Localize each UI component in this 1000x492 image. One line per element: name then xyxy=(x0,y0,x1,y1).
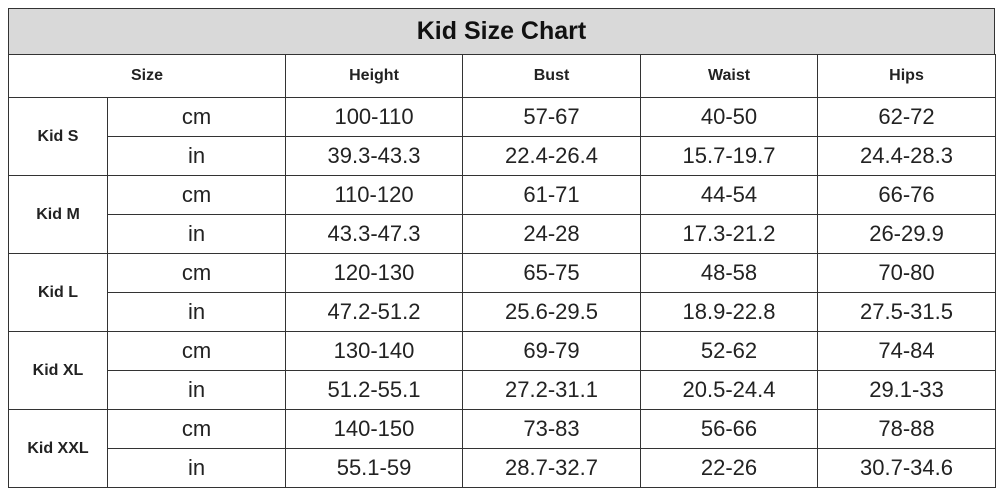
size-chart: Kid Size Chart Size Height Bust Waist Hips Ki… xyxy=(7,8,997,488)
value-cell: 27.2-31.1 xyxy=(462,370,642,410)
unit-cell: in xyxy=(106,370,287,410)
value-cell: 55.1-59 xyxy=(285,448,464,488)
value-cell: 22-26 xyxy=(640,448,819,488)
size-label: Kid L xyxy=(8,253,108,332)
value-cell: 74-84 xyxy=(817,331,997,371)
value-cell: 78-88 xyxy=(817,409,997,449)
unit-cell: cm xyxy=(106,97,287,137)
size-label: Kid M xyxy=(8,175,108,254)
value-cell: 52-62 xyxy=(640,331,819,371)
value-cell: 47.2-51.2 xyxy=(285,292,464,332)
unit-cell: in xyxy=(106,292,287,332)
value-cell: 25.6-29.5 xyxy=(462,292,642,332)
value-cell: 56-66 xyxy=(640,409,819,449)
value-cell: 62-72 xyxy=(817,97,997,137)
size-label: Kid XL xyxy=(8,331,108,410)
unit-cell: in xyxy=(106,214,287,254)
value-cell: 28.7-32.7 xyxy=(462,448,642,488)
value-cell: 30.7-34.6 xyxy=(817,448,997,488)
value-cell: 73-83 xyxy=(462,409,642,449)
header-cell: Height xyxy=(285,54,464,98)
value-cell: 140-150 xyxy=(285,409,464,449)
value-cell: 43.3-47.3 xyxy=(285,214,464,254)
data-row: in 51.2-55.1 27.2-31.1 20.5-24.4 29.1-33 xyxy=(9,370,997,410)
value-cell: 110-120 xyxy=(285,175,464,215)
data-row: in 55.1-59 28.7-32.7 22-26 30.7-34.6 xyxy=(9,448,997,488)
size-label: Kid S xyxy=(8,97,108,176)
value-cell: 44-54 xyxy=(640,175,819,215)
value-cell: 26-29.9 xyxy=(817,214,997,254)
unit-cell: cm xyxy=(106,253,287,293)
header-cell: Hips xyxy=(817,54,997,98)
data-row: Kid XL cm 130-140 69-79 52-62 74-84 xyxy=(8,331,997,410)
value-cell: 18.9-22.8 xyxy=(640,292,819,332)
value-cell: 22.4-26.4 xyxy=(462,136,642,176)
unit-cell: cm xyxy=(106,175,287,215)
value-cell: 70-80 xyxy=(817,253,997,293)
unit-cell: in xyxy=(106,448,287,488)
value-cell: 100-110 xyxy=(285,97,464,137)
header-row: Size Height Bust Waist Hips xyxy=(7,54,997,98)
unit-cell: cm xyxy=(106,331,287,371)
header-cell: Bust xyxy=(462,54,642,98)
value-cell: 24.4-28.3 xyxy=(817,136,997,176)
value-cell: 130-140 xyxy=(285,331,464,371)
value-cell: 17.3-21.2 xyxy=(640,214,819,254)
value-cell: 51.2-55.1 xyxy=(285,370,464,410)
value-cell: 24-28 xyxy=(462,214,642,254)
header-cell: Size xyxy=(7,54,287,98)
unit-cell: in xyxy=(106,136,287,176)
value-cell: 69-79 xyxy=(462,331,642,371)
chart-title: Kid Size Chart xyxy=(8,8,995,54)
data-row: Kid XXL cm 140-150 73-83 56-66 78-88 xyxy=(8,409,997,488)
unit-cell: cm xyxy=(106,409,287,449)
data-row: in 39.3-43.3 22.4-26.4 15.7-19.7 24.4-28.3 xyxy=(9,136,997,176)
value-cell: 57-67 xyxy=(462,97,642,137)
value-cell: 15.7-19.7 xyxy=(640,136,819,176)
value-cell: 120-130 xyxy=(285,253,464,293)
value-cell: 39.3-43.3 xyxy=(285,136,464,176)
size-label: Kid XXL xyxy=(8,409,108,488)
value-cell: 20.5-24.4 xyxy=(640,370,819,410)
value-cell: 66-76 xyxy=(817,175,997,215)
value-cell: 27.5-31.5 xyxy=(817,292,997,332)
value-cell: 40-50 xyxy=(640,97,819,137)
value-cell: 48-58 xyxy=(640,253,819,293)
value-cell: 29.1-33 xyxy=(817,370,997,410)
value-cell: 61-71 xyxy=(462,175,642,215)
data-row: in 47.2-51.2 25.6-29.5 18.9-22.8 27.5-31.5 xyxy=(9,292,997,332)
data-row: in 43.3-47.3 24-28 17.3-21.2 26-29.9 xyxy=(9,214,997,254)
value-cell: 65-75 xyxy=(462,253,642,293)
header-cell: Waist xyxy=(640,54,819,98)
